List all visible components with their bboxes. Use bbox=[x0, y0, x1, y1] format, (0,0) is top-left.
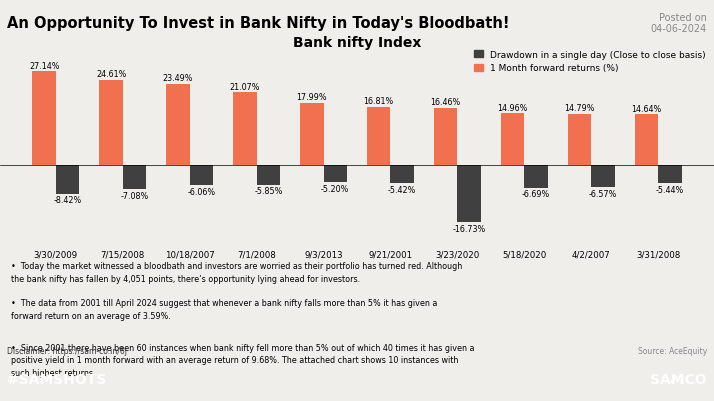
Text: 23.49%: 23.49% bbox=[163, 74, 193, 83]
Bar bbox=[591, 165, 615, 188]
Bar bbox=[434, 109, 458, 165]
Text: 17.99%: 17.99% bbox=[296, 93, 327, 102]
Bar bbox=[123, 165, 146, 190]
Text: An Opportunity To Invest in Bank Nifty in Today's Bloodbath!: An Opportunity To Invest in Bank Nifty i… bbox=[7, 16, 510, 31]
Bar bbox=[56, 165, 79, 194]
Text: 14.64%: 14.64% bbox=[631, 104, 662, 113]
Bar bbox=[233, 93, 256, 165]
Text: •  The data from 2001 till April 2024 suggest that whenever a bank nifty falls m: • The data from 2001 till April 2024 sug… bbox=[11, 299, 437, 320]
Bar bbox=[501, 114, 524, 165]
Legend: Drawdown in a single day (Close to close basis), 1 Month forward returns (%): Drawdown in a single day (Close to close… bbox=[471, 47, 710, 77]
Text: •  Today the market witnessed a bloodbath and investors are worried as their por: • Today the market witnessed a bloodbath… bbox=[11, 261, 462, 283]
Text: -5.42%: -5.42% bbox=[388, 186, 416, 194]
Text: ✓: ✓ bbox=[668, 372, 679, 386]
Bar bbox=[658, 165, 682, 184]
Text: -8.42%: -8.42% bbox=[54, 196, 81, 205]
Bar bbox=[300, 103, 323, 165]
Bar bbox=[458, 165, 481, 223]
Text: SAMCO: SAMCO bbox=[650, 372, 707, 386]
Text: 14.79%: 14.79% bbox=[564, 104, 595, 113]
Bar bbox=[32, 72, 56, 165]
Text: 16.46%: 16.46% bbox=[431, 98, 461, 107]
Bar bbox=[524, 165, 548, 188]
Bar bbox=[568, 115, 591, 165]
Text: Disclaimer: https://sam-co.in/6j: Disclaimer: https://sam-co.in/6j bbox=[7, 346, 127, 355]
Text: -5.44%: -5.44% bbox=[655, 186, 684, 194]
Text: -7.08%: -7.08% bbox=[121, 191, 149, 200]
Bar bbox=[166, 85, 190, 165]
Bar bbox=[391, 165, 414, 184]
Text: -5.85%: -5.85% bbox=[254, 187, 283, 196]
Text: 27.14%: 27.14% bbox=[29, 61, 59, 71]
Text: Source: AceEquity: Source: AceEquity bbox=[638, 346, 707, 355]
Bar bbox=[99, 81, 123, 165]
Text: 16.81%: 16.81% bbox=[363, 97, 394, 106]
Text: Posted on
04-06-2024: Posted on 04-06-2024 bbox=[650, 13, 707, 34]
Bar bbox=[635, 115, 658, 165]
Bar bbox=[256, 165, 280, 185]
Bar bbox=[190, 165, 213, 186]
Text: -6.69%: -6.69% bbox=[522, 190, 550, 199]
Text: -6.57%: -6.57% bbox=[589, 189, 617, 198]
Text: •  Since 2001 there have been 60 instances when bank nifty fell more than 5% out: • Since 2001 there have been 60 instance… bbox=[11, 343, 474, 377]
Text: -16.73%: -16.73% bbox=[453, 224, 486, 233]
Text: -5.20%: -5.20% bbox=[321, 185, 349, 194]
Bar bbox=[323, 165, 347, 183]
Text: #SAMSHOTS: #SAMSHOTS bbox=[7, 372, 106, 386]
Text: 21.07%: 21.07% bbox=[230, 82, 260, 91]
Bar bbox=[367, 107, 391, 165]
Text: -6.06%: -6.06% bbox=[187, 188, 216, 196]
Text: 14.96%: 14.96% bbox=[498, 103, 528, 112]
Text: 24.61%: 24.61% bbox=[96, 70, 126, 79]
Title: Bank nifty Index: Bank nifty Index bbox=[293, 36, 421, 50]
